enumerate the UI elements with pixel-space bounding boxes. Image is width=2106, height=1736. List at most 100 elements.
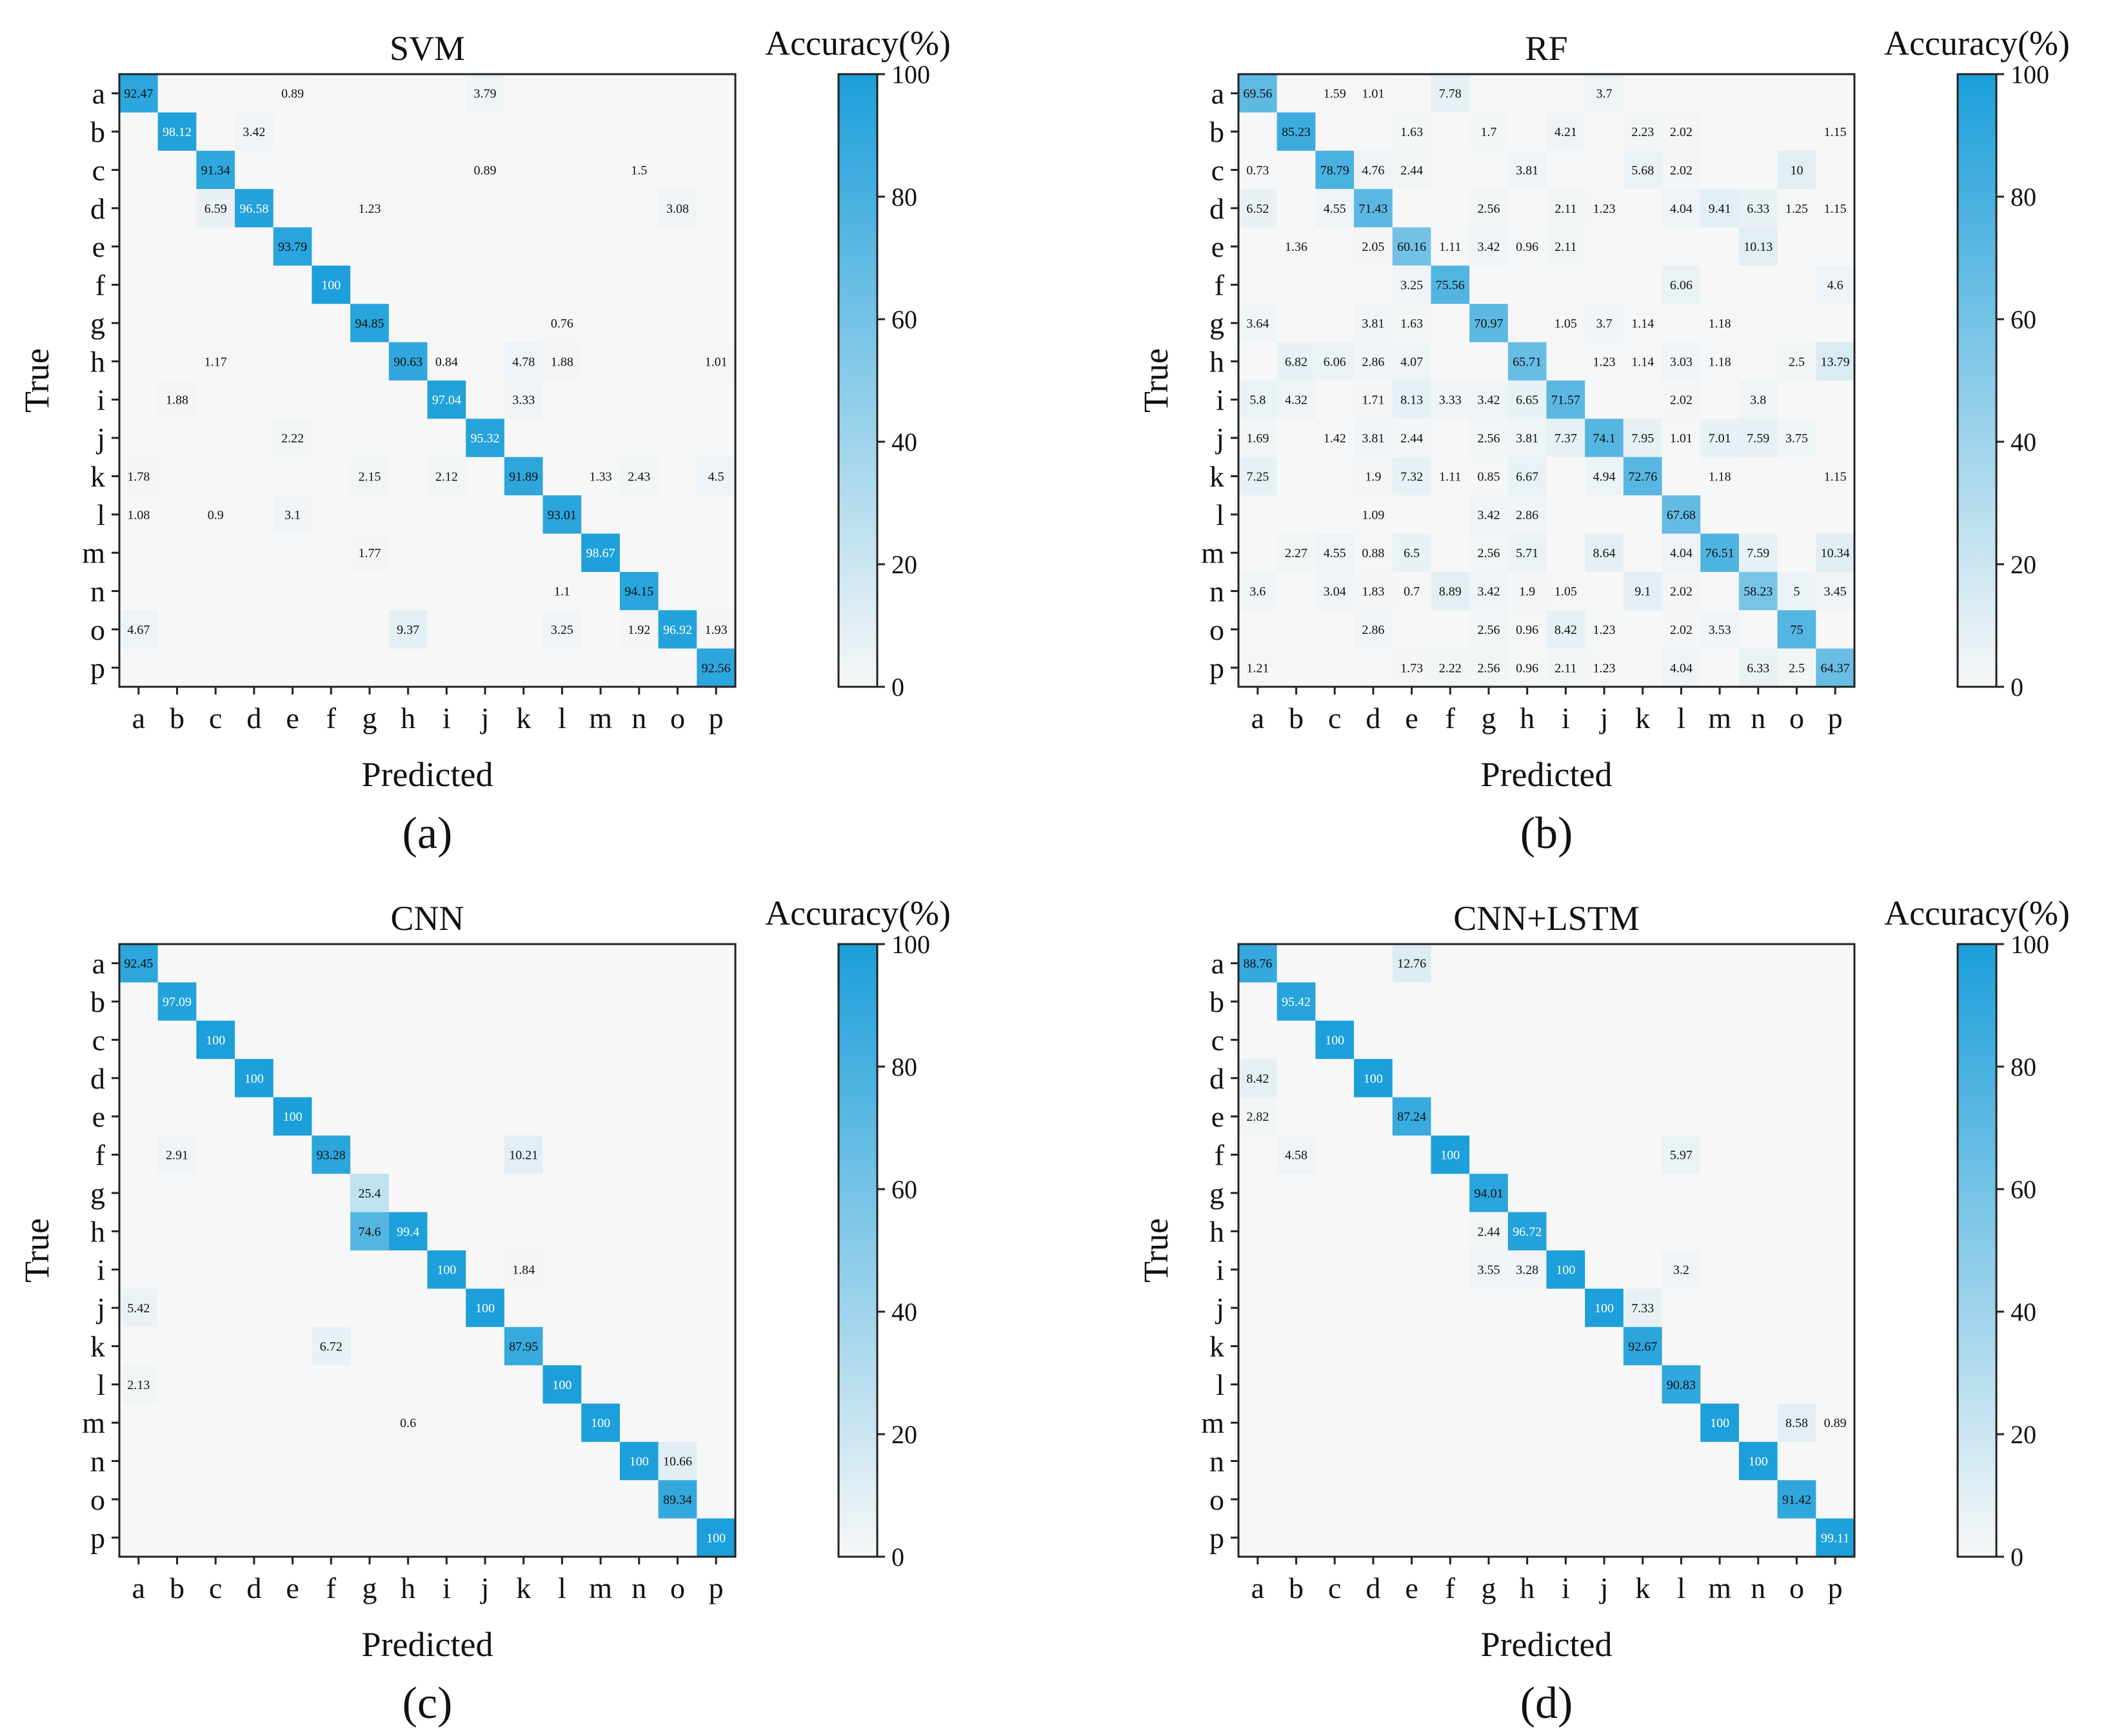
cell-value-label: 4.32 [1285,393,1307,408]
x-tick-label: p [1828,1572,1843,1604]
cell-value-label: 4.58 [1285,1149,1307,1163]
heatmap-cell [1546,419,1585,457]
x-tick-label: e [286,1572,299,1604]
x-tick-label: f [326,702,337,735]
cell-value-label: 0.7 [1404,585,1420,599]
heatmap-cell [542,610,582,649]
cell-value-label: 85.23 [1282,125,1311,139]
heatmap-cell [1354,1059,1393,1098]
cell-value-label: 88.76 [1243,957,1272,971]
heatmap-cell [350,1212,389,1250]
cell-value-label: 65.71 [1513,355,1542,369]
heatmap-cell [1623,112,1662,151]
heatmap-cell [1507,227,1547,266]
y-tick-label: h [1209,345,1224,378]
y-tick-label: a [92,947,105,980]
heatmap-cell [1662,1250,1701,1289]
y-axis-label: True [17,1218,56,1283]
cell-value-label: 98.12 [163,125,192,139]
heatmap-cell [388,1403,428,1442]
cell-value-label: 0.89 [1824,1416,1847,1430]
heatmap-cell [1662,1135,1701,1174]
heatmap-cell [1738,189,1778,228]
heatmap-cell [581,1403,620,1442]
heatmap-cell [1238,419,1277,457]
x-tick-label: g [1481,1572,1496,1604]
heatmap-cell [1777,610,1816,649]
x-tick-label: i [1562,702,1570,735]
heatmap-panel-1: 92.47 0.89 3.79 98.12 3.42 91.34 0.89 1.5 6.59 96… [17,24,951,858]
heatmap-cell [1777,1480,1816,1519]
heatmap-cell [273,419,312,457]
heatmap-cell [1315,419,1355,457]
heatmap-cell [1392,419,1431,457]
heatmap-cell [1392,150,1431,190]
heatmap-cell [619,1441,659,1481]
heatmap-cell [697,1518,735,1557]
x-tick-label: d [1366,1572,1380,1604]
colorbar-tick-label: 80 [2011,182,2036,212]
y-tick-label: j [95,422,105,455]
heatmap-cell [1700,610,1739,649]
x-tick-label: o [670,1572,685,1604]
cell-value-label: 1.7 [1480,125,1496,139]
heatmap-cell [1469,304,1508,342]
x-tick-label: m [1708,702,1731,735]
y-tick-label: f [1215,1139,1225,1172]
cell-value-label: 3.42 [1477,240,1500,254]
heatmap-cell [1546,571,1585,611]
x-tick-label: m [589,702,612,735]
cell-value-label: 1.18 [1709,469,1731,484]
colorbar-tick-label: 60 [2011,1175,2036,1204]
cell-value-label: 2.22 [281,431,304,446]
heatmap-cell [1777,419,1816,457]
cell-value-label: 1.5 [631,163,647,177]
cell-value-label: 1.1 [554,585,570,599]
x-axis-label: Predicted [1481,1625,1613,1664]
cell-value-label: 10.21 [509,1149,538,1163]
heatmap-cell [1238,1059,1277,1098]
cell-value-label: 3.53 [1709,623,1731,637]
cell-value-label: 2.13 [127,1378,150,1392]
heatmap-cell [1469,227,1508,266]
x-tick-label: a [1251,1572,1264,1604]
heatmap-cell [1507,610,1547,649]
heatmap-cell [504,1327,543,1366]
heatmap-cell [1662,150,1701,190]
heatmap-panel-2: 69.56 1.59 1.01 7.78 3.7 85.23 1.63 1.7 4.21 2.23… [1137,24,2070,858]
x-tick-label: k [1635,1572,1650,1604]
y-tick-label: b [90,985,105,1018]
heatmap-cell [1700,342,1739,380]
heatmap-cell [1392,380,1431,419]
cell-value-label: 95.32 [471,431,500,446]
heatmap-cell [504,1135,543,1174]
heatmap-cell [1623,1288,1662,1327]
y-tick-label: e [1211,1100,1224,1133]
cell-value-label: 3.7 [1596,317,1613,331]
heatmap-cell [1662,380,1701,419]
heatmap-cell [427,342,466,380]
cell-value-label: 2.86 [1362,355,1384,369]
x-tick-label: i [1562,1572,1570,1604]
cell-value-label: 1.9 [1519,585,1535,599]
heatmap-cell [1469,380,1508,419]
cell-value-label: 5.42 [127,1301,150,1316]
colorbar-tick-label: 0 [2011,1543,2023,1572]
y-tick-label: l [1216,1368,1224,1401]
heatmap-cell [1431,1135,1470,1174]
cell-value-label: 1.14 [1631,317,1654,331]
heatmap-cell [581,533,620,572]
cell-value-label: 1.21 [1246,661,1269,675]
heatmap-cell [1662,1365,1701,1404]
heatmap-cell [1277,982,1316,1021]
cell-value-label: 100 [706,1531,726,1545]
heatmap-cell [697,457,735,496]
cell-value-label: 100 [1594,1301,1614,1316]
heatmap-cell [1585,533,1624,572]
heatmap-cell [119,1365,158,1404]
heatmap-cell [1431,571,1470,611]
heatmap-cell [1354,74,1393,113]
x-axis-label: Predicted [362,1625,493,1664]
heatmap-cell [1469,648,1508,687]
x-tick-label: h [1520,702,1535,735]
